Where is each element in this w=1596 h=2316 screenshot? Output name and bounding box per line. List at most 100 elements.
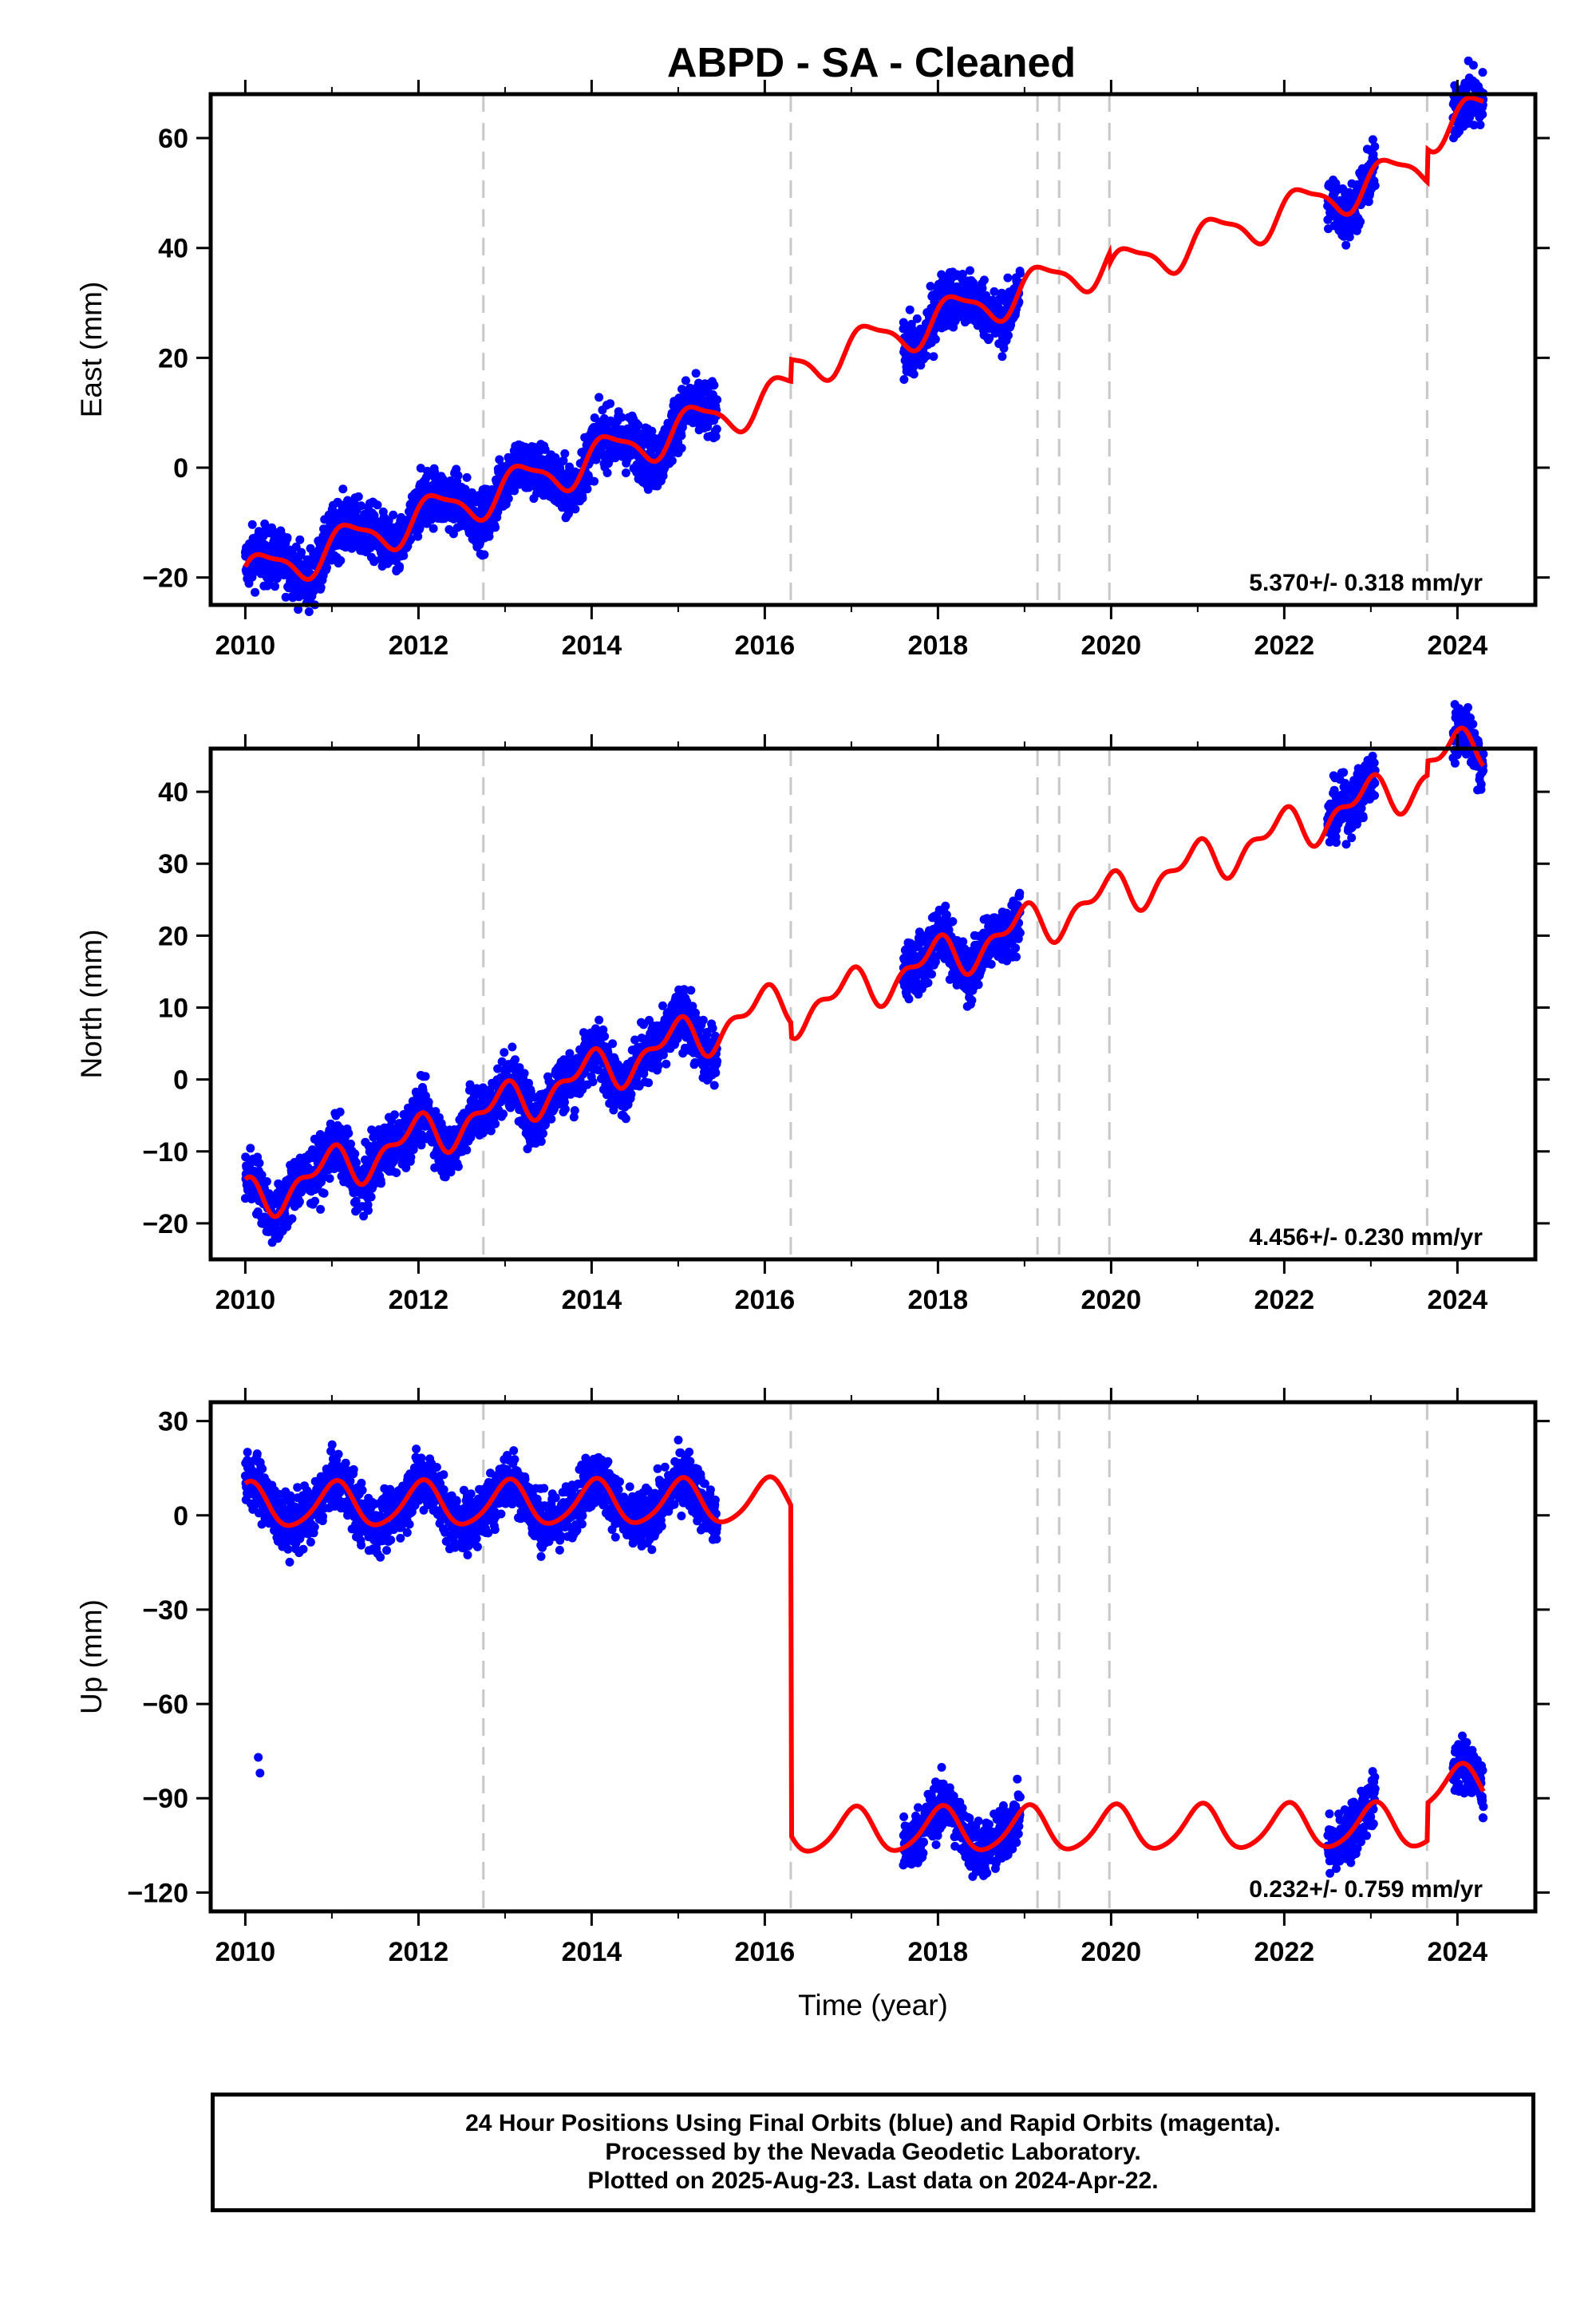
observation-point: [999, 343, 1009, 353]
observation-point: [540, 445, 550, 454]
observation-point: [297, 547, 306, 557]
observation-point: [578, 493, 587, 503]
observation-point: [590, 476, 599, 486]
observation-point: [709, 1081, 719, 1090]
observation-point: [899, 318, 908, 327]
observation-point: [595, 1015, 604, 1025]
observation-point: [271, 582, 279, 591]
chart-title: ABPD - SA - Cleaned: [667, 40, 1076, 86]
observation-point: [246, 1144, 255, 1153]
observation-point: [654, 1061, 663, 1070]
observation-point: [677, 431, 686, 441]
observation-point: [316, 583, 326, 592]
observation-point: [251, 587, 260, 597]
observation-point: [480, 550, 489, 559]
observation-point: [325, 1174, 334, 1184]
observation-point: [453, 1162, 463, 1172]
observation-point: [608, 1039, 618, 1049]
observation-point: [373, 500, 382, 510]
observation-point: [406, 534, 416, 543]
observation-point: [643, 484, 653, 494]
observation-point: [294, 605, 303, 615]
observation-point: [677, 444, 686, 453]
observation-point: [1356, 217, 1365, 227]
observation-point: [462, 472, 472, 482]
observation-point: [491, 1119, 500, 1128]
observation-point: [335, 1107, 345, 1117]
observation-point: [390, 1110, 399, 1120]
x-tick-label: 2014: [562, 630, 622, 661]
observation-point: [491, 523, 500, 532]
observation-point: [519, 1069, 529, 1078]
north-panel: 2010 2012 2014 2016 2018 2020 2022 2024−20−1001…: [75, 700, 1550, 1315]
observation-point: [316, 1204, 326, 1214]
observation-point: [617, 413, 626, 422]
observation-point: [559, 456, 568, 465]
east-rate-label: 5.370+/- 0.318 mm/yr: [1249, 570, 1483, 596]
observation-point: [941, 901, 950, 911]
observation-point: [602, 468, 612, 477]
observation-point: [926, 282, 935, 291]
observation-point: [929, 352, 938, 362]
observation-point: [686, 986, 696, 995]
observation-point: [267, 523, 276, 532]
observation-point: [399, 551, 409, 560]
x-tick-label: 2024: [1428, 630, 1488, 661]
observation-point: [499, 1109, 508, 1119]
observation-point: [413, 532, 423, 541]
observation-point: [429, 524, 438, 533]
observation-point: [377, 1179, 385, 1188]
observation-point: [1015, 269, 1025, 278]
x-tick-label: 2022: [1254, 630, 1315, 661]
observation-point: [304, 607, 314, 616]
y-tick-label: 0: [173, 453, 188, 484]
observation-point: [681, 376, 690, 385]
observation-point: [595, 393, 604, 402]
observation-point: [343, 496, 353, 505]
observation-point: [281, 592, 290, 602]
observation-point: [948, 917, 958, 927]
observation-point: [510, 486, 519, 496]
observation-point: [389, 510, 398, 520]
observation-point: [536, 1136, 546, 1146]
east-y-axis-label: East (mm): [75, 282, 108, 418]
y-tick-label: 20: [158, 343, 188, 373]
observation-point: [294, 1197, 304, 1207]
x-tick-label: 2010: [215, 630, 276, 661]
observation-point: [979, 275, 989, 285]
observation-point: [547, 1114, 556, 1124]
observation-point: [350, 1149, 360, 1159]
observation-point: [570, 1106, 579, 1115]
observation-point: [1003, 273, 1013, 283]
observation-point: [493, 507, 503, 516]
observation-point: [1370, 142, 1380, 152]
observation-point: [626, 1089, 636, 1099]
observation-point: [344, 1128, 354, 1138]
observation-point: [923, 978, 933, 987]
observation-point: [644, 1078, 654, 1088]
observation-point: [336, 555, 346, 565]
observation-point: [255, 1158, 264, 1168]
observation-point: [1476, 121, 1485, 129]
observation-point: [621, 1114, 630, 1124]
x-tick-label: 2020: [1081, 630, 1142, 661]
observation-point: [990, 287, 999, 296]
observation-point: [282, 533, 292, 543]
observation-point: [634, 421, 643, 430]
observation-point: [571, 504, 580, 514]
observation-point: [357, 501, 366, 511]
x-tick-label: 2018: [908, 630, 969, 661]
observation-point: [647, 426, 657, 436]
observation-point: [416, 464, 425, 473]
observation-point: [467, 488, 476, 497]
observation-point: [262, 1177, 271, 1186]
observation-point: [287, 1214, 297, 1223]
observation-point: [1004, 330, 1013, 340]
observation-point: [539, 1128, 547, 1138]
y-tick-label: 60: [158, 124, 188, 154]
observation-point: [1478, 68, 1487, 77]
observation-point: [600, 1032, 610, 1041]
observation-point: [392, 1168, 401, 1177]
x-tick-label: 2016: [735, 630, 796, 661]
observation-point: [504, 494, 513, 504]
